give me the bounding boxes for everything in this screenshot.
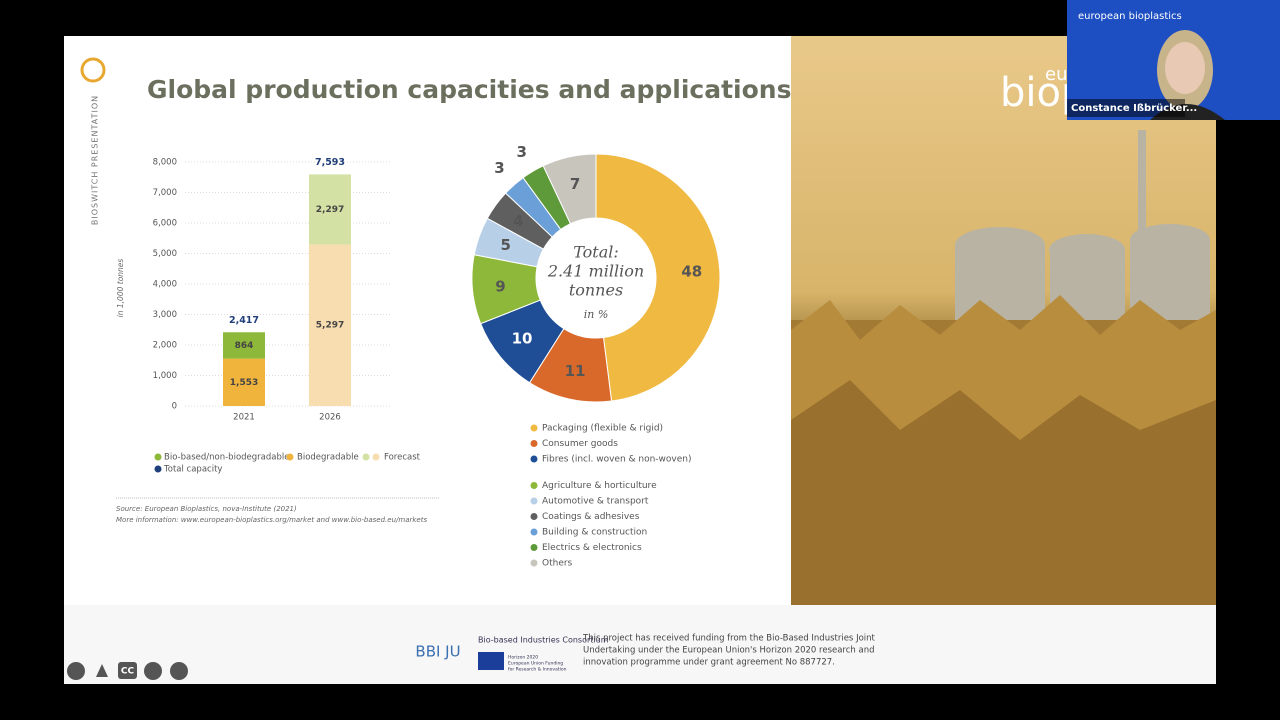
charts: in 1,000 tonnes 0 1,000 2,000 3,000 4,000 5,00… [116, 143, 721, 569]
more-button[interactable] [144, 662, 162, 680]
legend-label: Electrics & electronics [542, 543, 642, 553]
bbi-logo: BBI JU [415, 643, 460, 661]
prev-button[interactable] [67, 662, 85, 680]
legend-label: Agriculture & horticulture [542, 481, 657, 491]
legend-label: Coatings & adhesives [542, 512, 640, 522]
funding: innovation programme under grant agreeme… [583, 658, 835, 668]
slice-label: 3 [516, 143, 526, 161]
side-label: BIOSWITCH PRESENTATION [91, 95, 100, 225]
y-tick-label: 4,000 [153, 280, 177, 290]
x-tick-label: 2026 [319, 413, 341, 423]
legend-label: Consumer goods [542, 439, 618, 449]
legend-swatch [530, 497, 538, 505]
center-text: tonnes [569, 281, 623, 300]
x-tick-label: 2021 [233, 413, 255, 423]
legend-label: Others [542, 559, 573, 569]
legend-swatch [530, 455, 538, 463]
bar-segment [309, 244, 351, 406]
pointer-button[interactable] [96, 664, 108, 677]
value-label: 5,297 [316, 321, 344, 331]
legend-label: Packaging (flexible & rigid) [542, 424, 663, 434]
slide-title: Global production capacities and applica… [147, 75, 791, 104]
slice-label: 9 [495, 278, 505, 296]
eu-text: European Union Funding [508, 661, 563, 667]
y-tick-label: 1,000 [153, 371, 177, 381]
participant-face [1165, 42, 1205, 94]
slice-label: 10 [512, 330, 533, 348]
slice-label: 4 [513, 212, 523, 230]
donut-slice [542, 153, 597, 225]
y-tick-label: 2,000 [153, 341, 177, 351]
legend-swatch [530, 440, 538, 447]
legend-swatch [530, 424, 538, 432]
bar-segment [223, 332, 265, 359]
slice-label: 11 [565, 362, 586, 380]
value-label: 864 [235, 341, 254, 351]
legend-label: Fibres (incl. woven & non-woven) [542, 455, 692, 465]
bar-segment [223, 358, 265, 406]
eu-text: Horizon 2020 [508, 655, 538, 661]
source: Source: European Bioplastics, nova-Insti… [116, 505, 297, 513]
legend-label: Biodegradable [297, 453, 359, 463]
legend-swatch [530, 513, 538, 520]
y-tick-label: 8,000 [153, 158, 177, 168]
legend-swatch [286, 453, 294, 461]
footer-band [64, 605, 1216, 684]
legend-swatch [154, 453, 162, 461]
center-text: Total: [573, 243, 619, 262]
funding: Undertaking under the European Union's H… [583, 646, 875, 656]
value-label: 2,297 [316, 205, 344, 215]
silos [955, 130, 1210, 325]
y-tick-label: 5,000 [153, 249, 177, 259]
legend-swatch [530, 482, 538, 489]
value-label: 1,553 [230, 378, 258, 388]
total-label: 2,417 [229, 315, 259, 326]
legend-label: Building & construction [542, 528, 647, 538]
legend-label: Forecast [384, 453, 421, 463]
donut-slice [595, 153, 721, 402]
name-tag [1067, 99, 1185, 117]
funding: This project has received funding from t… [582, 634, 876, 644]
legend-label: Bio-based/non-biodegradable [164, 453, 289, 463]
corn-field [791, 295, 1216, 605]
y-axis-label: in 1,000 tonnes [116, 259, 125, 318]
y-tick-label: 6,000 [153, 219, 177, 229]
consortium: Bio-based Industries Consortium [478, 636, 609, 645]
eu-flag [478, 652, 504, 670]
photo-logo: eu [1045, 64, 1067, 85]
legend-swatch [362, 453, 370, 461]
bar-segment [309, 174, 351, 245]
controls: CC [67, 662, 188, 680]
eu-text: for Research & Innovation [508, 667, 567, 673]
y-tick-label: 3,000 [153, 310, 177, 320]
slice-label: 48 [681, 262, 702, 280]
y-tick-label: 0 [172, 402, 177, 412]
legend-swatch [530, 544, 538, 551]
next-button[interactable] [170, 662, 188, 680]
center-text: 2.41 million [547, 262, 644, 281]
participant-logo: european bioplastics [1078, 11, 1182, 22]
slice-label: 3 [494, 159, 504, 177]
logo [80, 57, 106, 83]
legend-swatch [372, 453, 380, 461]
legend-swatch [154, 465, 162, 473]
center-unit: in % [584, 308, 609, 321]
total-label: 7,593 [315, 157, 345, 168]
legend-swatch [530, 528, 538, 536]
cc-button[interactable] [118, 662, 137, 679]
more-info: More information: www.european-bioplasti… [116, 516, 427, 524]
participant-name: Constance Ißbrücker... [1071, 103, 1197, 114]
slice-label: 5 [500, 236, 510, 254]
legend-swatch [530, 559, 538, 567]
cc-label[interactable]: CC [121, 667, 135, 677]
legend-label: Automotive & transport [542, 497, 649, 507]
y-tick-label: 7,000 [153, 188, 177, 198]
slice-label: 7 [570, 175, 580, 193]
legend-label: Total capacity [163, 465, 222, 475]
